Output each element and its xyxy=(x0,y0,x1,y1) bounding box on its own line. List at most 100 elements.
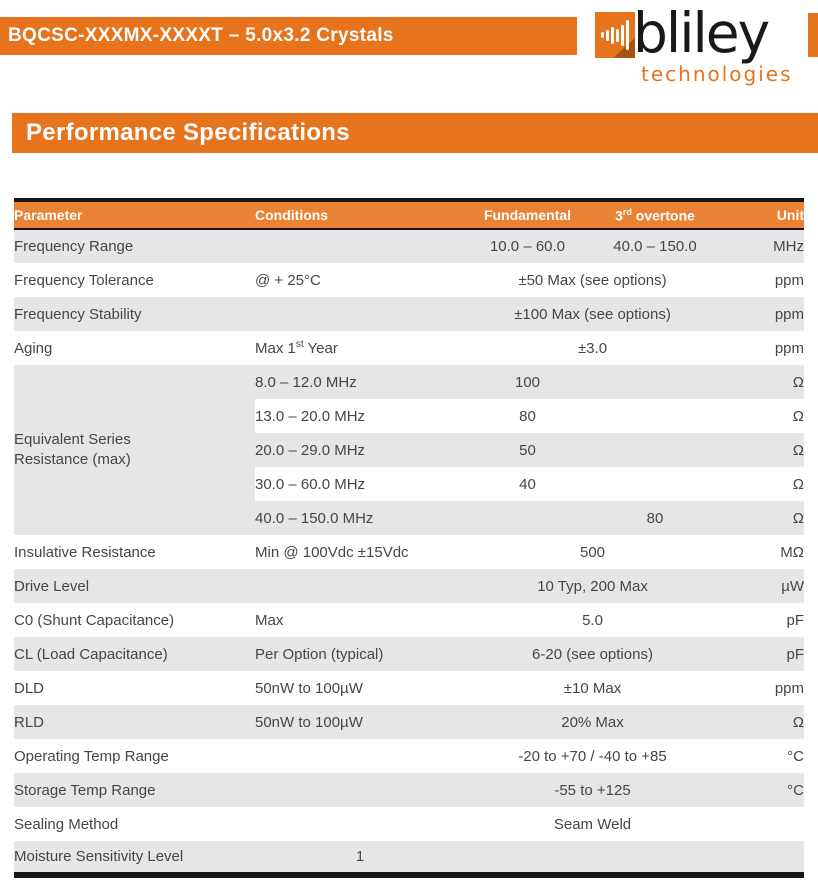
cell-overtone xyxy=(590,365,720,399)
cell-value: -20 to +70 / -40 to +85 xyxy=(465,739,720,773)
cell-parameter: Sealing Method xyxy=(14,807,255,841)
overtone-base: 3 xyxy=(615,207,623,224)
cell-conditions: Min @ 100Vdc ±15Vdc xyxy=(255,535,465,569)
cell-conditions xyxy=(255,807,465,841)
logo-sub-text: technologies xyxy=(641,62,793,86)
cell-unit: pF xyxy=(720,637,804,671)
table-row-storage-temp: Storage Temp Range -55 to +125 °C xyxy=(14,773,804,807)
table-row-insulative-resistance: Insulative Resistance Min @ 100Vdc ±15Vd… xyxy=(14,535,804,569)
cell-conditions: Max 1st Year xyxy=(255,331,465,365)
cell-unit: Ω xyxy=(720,365,804,399)
aging-cond-sup: st xyxy=(295,339,304,350)
column-header-overtone: 3rd overtone xyxy=(590,200,720,230)
cell-parameter: Frequency Range xyxy=(14,229,255,263)
cell-conditions: Per Option (typical) xyxy=(255,637,465,671)
cell-parameter: Drive Level xyxy=(14,569,255,603)
cell-conditions xyxy=(255,569,465,603)
table-row-cl: CL (Load Capacitance) Per Option (typica… xyxy=(14,637,804,671)
cell-conditions: 8.0 – 12.0 MHz xyxy=(255,365,465,399)
esr-parameter-line2: Resistance (max) xyxy=(14,451,131,468)
column-header-unit: Unit xyxy=(720,200,804,230)
section-title: Performance Specifications xyxy=(26,119,350,146)
cell-parameter: Storage Temp Range xyxy=(14,773,255,807)
cell-unit: MHz xyxy=(720,229,804,263)
table-row-sealing-method: Sealing Method Seam Weld xyxy=(14,807,804,841)
cell-conditions: 1 xyxy=(255,841,465,875)
cell-overtone: 40.0 – 150.0 xyxy=(590,229,720,263)
cell-unit: µW xyxy=(720,569,804,603)
waveform-bar xyxy=(621,24,624,46)
cell-value: 500 xyxy=(465,535,720,569)
cell-parameter: DLD xyxy=(14,671,255,705)
esr-parameter-line1: Equivalent Series xyxy=(14,431,131,448)
table-row-frequency-range: Frequency Range 10.0 – 60.0 40.0 – 150.0… xyxy=(14,229,804,263)
waveform-icon xyxy=(595,12,635,58)
cell-unit: Ω xyxy=(720,501,804,535)
table-row-drive-level: Drive Level 10 Typ, 200 Max µW xyxy=(14,569,804,603)
cell-value: 20% Max xyxy=(465,705,720,739)
cell-parameter: Aging xyxy=(14,331,255,365)
cell-fundamental: 80 xyxy=(465,399,590,433)
cell-overtone: 80 xyxy=(590,501,720,535)
overtone-rest: overtone xyxy=(631,207,695,224)
cell-conditions: 13.0 – 20.0 MHz xyxy=(255,399,465,433)
table-row-esr-4: 30.0 – 60.0 MHz 40 Ω xyxy=(14,467,804,501)
waveform-bar xyxy=(601,32,604,38)
cell-parameter: RLD xyxy=(14,705,255,739)
aging-cond-rest: Year xyxy=(303,340,338,357)
table-row-rld: RLD 50nW to 100µW 20% Max Ω xyxy=(14,705,804,739)
table-row-c0: C0 (Shunt Capacitance) Max 5.0 pF xyxy=(14,603,804,637)
waveform-bar xyxy=(611,26,614,44)
cell-parameter: Frequency Tolerance xyxy=(14,263,255,297)
table-row-frequency-tolerance: Frequency Tolerance @ + 25°C ±50 Max (se… xyxy=(14,263,804,297)
table-header-row: Parameter Conditions Fundamental 3rd ove… xyxy=(14,200,804,230)
logo-brand-text: bliley xyxy=(633,1,770,65)
cell-value: 5.0 xyxy=(465,603,720,637)
spec-table: Parameter Conditions Fundamental 3rd ove… xyxy=(14,198,804,878)
cell-conditions xyxy=(255,773,465,807)
cell-conditions xyxy=(255,229,465,263)
cell-parameter: Moisture Sensitivity Level xyxy=(14,841,255,875)
table-row-esr-3: 20.0 – 29.0 MHz 50 Ω xyxy=(14,433,804,467)
cell-fundamental: 10.0 – 60.0 xyxy=(465,229,590,263)
cell-conditions: @ + 25°C xyxy=(255,263,465,297)
cell-unit: °C xyxy=(720,773,804,807)
section-banner: Performance Specifications xyxy=(12,113,818,153)
cell-conditions: 40.0 – 150.0 MHz xyxy=(255,501,465,535)
table-row-esr-5: 40.0 – 150.0 MHz 80 Ω xyxy=(14,501,804,535)
cell-unit: ppm xyxy=(720,671,804,705)
table-row-esr-2: 13.0 – 20.0 MHz 80 Ω xyxy=(14,399,804,433)
cell-conditions: 30.0 – 60.0 MHz xyxy=(255,467,465,501)
table-row-aging: Aging Max 1st Year ±3.0 ppm xyxy=(14,331,804,365)
cell-parameter-esr: Equivalent Series Resistance (max) xyxy=(14,365,255,535)
waveform-bar xyxy=(616,28,619,42)
cell-conditions: 50nW to 100µW xyxy=(255,671,465,705)
cell-value: ±100 Max (see options) xyxy=(465,297,720,331)
cell-value: ±50 Max (see options) xyxy=(465,263,720,297)
waveform-bar xyxy=(606,29,609,41)
cell-unit: pF xyxy=(720,603,804,637)
cell-unit: ppm xyxy=(720,331,804,365)
product-title-bar: BQCSC-XXXMX-XXXXT – 5.0x3.2 Crystals xyxy=(0,17,577,55)
cell-overtone xyxy=(590,467,720,501)
table-row-operating-temp: Operating Temp Range -20 to +70 / -40 to… xyxy=(14,739,804,773)
cell-value: 10 Typ, 200 Max xyxy=(465,569,720,603)
cell-fundamental xyxy=(465,501,590,535)
cell-parameter: Insulative Resistance xyxy=(14,535,255,569)
cell-unit: Ω xyxy=(720,705,804,739)
cell-unit: MΩ xyxy=(720,535,804,569)
table-row-esr-1: Equivalent Series Resistance (max) 8.0 –… xyxy=(14,365,804,535)
cell-value: Seam Weld xyxy=(465,807,720,841)
cell-unit: Ω xyxy=(720,399,804,433)
product-title: BQCSC-XXXMX-XXXXT – 5.0x3.2 Crystals xyxy=(8,25,394,46)
cell-parameter: C0 (Shunt Capacitance) xyxy=(14,603,255,637)
cell-value xyxy=(465,841,720,875)
cell-unit: ppm xyxy=(720,263,804,297)
cell-overtone xyxy=(590,399,720,433)
cell-value: 6-20 (see options) xyxy=(465,637,720,671)
cell-parameter: Frequency Stability xyxy=(14,297,255,331)
cell-unit: ppm xyxy=(720,297,804,331)
cell-conditions: Max xyxy=(255,603,465,637)
column-header-conditions: Conditions xyxy=(255,200,465,230)
